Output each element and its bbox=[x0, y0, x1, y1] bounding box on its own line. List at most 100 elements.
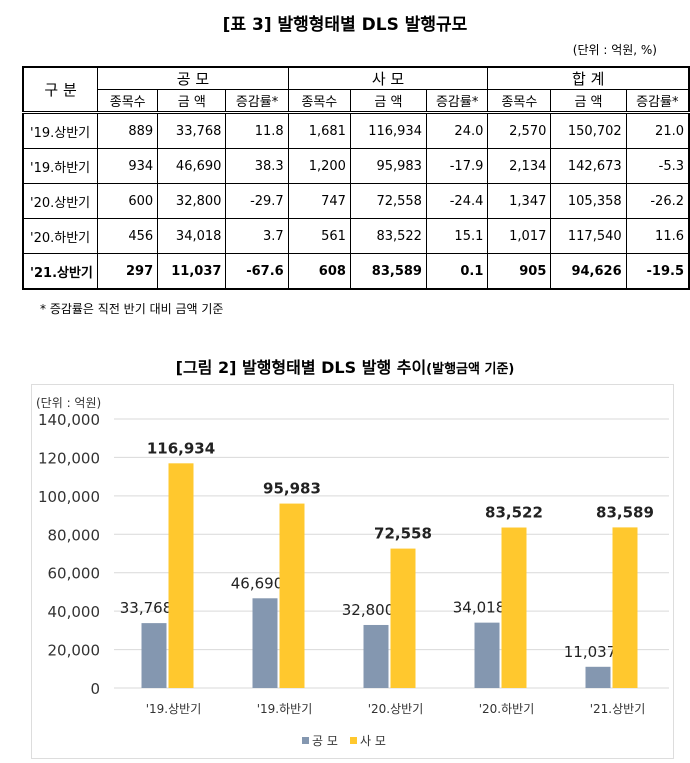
table-note: * 증감률은 직전 반기 대비 금액 기준 bbox=[40, 302, 224, 316]
x-tick-label: '20.상반기 bbox=[368, 702, 424, 716]
bar-private bbox=[390, 548, 416, 688]
cell: 105,358 bbox=[550, 183, 627, 219]
unit-label: (단위 : 억원) bbox=[36, 396, 101, 410]
legend-swatch bbox=[302, 737, 309, 744]
dls-table: 구 분 공 모 사 모 합 계 종목수 금 액 증감률* 종목수 금 액 증감률* 종목수 금… bbox=[22, 66, 690, 290]
group-header: 사 모 bbox=[287, 66, 489, 90]
cell: 32,800 bbox=[157, 183, 227, 219]
cell: -67.6 bbox=[225, 253, 289, 290]
y-tick-label: 120,000 bbox=[38, 449, 100, 467]
cell: 11.8 bbox=[225, 112, 289, 149]
x-tick-label: '19.하반기 bbox=[257, 702, 313, 716]
data-label: 116,934 bbox=[147, 439, 215, 457]
chart: (단위 : 억원) 0 20,000 40,000 60,000 80,000 100,00… bbox=[31, 384, 674, 759]
subheader: 종목수 bbox=[97, 89, 159, 113]
cell: 889 bbox=[97, 112, 159, 149]
row-label: '20.하반기 bbox=[22, 218, 99, 254]
data-label: 95,983 bbox=[263, 480, 321, 498]
cell: 117,540 bbox=[550, 218, 627, 254]
bar-public bbox=[585, 666, 611, 688]
table-row: '19.상반기 889 33,768 11.8 1,681 116,934 24.0 2,57… bbox=[22, 112, 690, 149]
cell: 142,673 bbox=[550, 148, 627, 184]
table-row: '21.상반기 297 11,037 -67.6 608 83,589 0.1 905 94,6… bbox=[22, 253, 690, 290]
figure-title: [그림 2] 발행형태별 DLS 발행 추이(발행금액 기준) bbox=[0, 354, 690, 378]
y-tick-label: 80,000 bbox=[48, 526, 101, 544]
cell: 1,681 bbox=[287, 112, 351, 149]
cell: 747 bbox=[287, 183, 351, 219]
cell: 934 bbox=[97, 148, 159, 184]
cell: 116,934 bbox=[349, 112, 427, 149]
cell: 83,589 bbox=[349, 253, 427, 290]
bar-public bbox=[141, 623, 167, 688]
cell: 600 bbox=[97, 183, 159, 219]
subheader: 금 액 bbox=[349, 89, 427, 113]
cell: 297 bbox=[97, 253, 159, 290]
cell: 15.1 bbox=[425, 218, 489, 254]
cell: 72,558 bbox=[349, 183, 427, 219]
subheader: 증감률* bbox=[625, 89, 690, 113]
row-label: '21.상반기 bbox=[22, 253, 99, 290]
cell: 1,200 bbox=[287, 148, 351, 184]
cell: 608 bbox=[287, 253, 351, 290]
cell: -26.2 bbox=[625, 183, 690, 219]
cell: 2,134 bbox=[487, 148, 552, 184]
x-tick-label: '19.상반기 bbox=[146, 702, 202, 716]
row-label: '19.하반기 bbox=[22, 148, 99, 184]
cell: 21.0 bbox=[625, 112, 690, 149]
legend-label: 공 모 bbox=[312, 734, 338, 748]
legend-swatch bbox=[350, 737, 357, 744]
subheader: 금 액 bbox=[550, 89, 627, 113]
cell: 150,702 bbox=[550, 112, 627, 149]
bar-private bbox=[168, 463, 194, 688]
row-header: 구 분 bbox=[22, 66, 99, 113]
table-row: '20.상반기 600 32,800 -29.7 747 72,558 -24.4 1,347… bbox=[22, 183, 690, 219]
cell: -5.3 bbox=[625, 148, 690, 184]
group-header: 합 계 bbox=[487, 66, 690, 90]
cell: 94,626 bbox=[550, 253, 627, 290]
table-unit: (단위 : 억원, %) bbox=[572, 43, 657, 57]
row-label: '20.상반기 bbox=[22, 183, 99, 219]
cell: 561 bbox=[287, 218, 351, 254]
y-tick-label: 0 bbox=[90, 680, 100, 698]
y-tick-label: 100,000 bbox=[38, 488, 100, 506]
y-tick-label: 140,000 bbox=[38, 411, 100, 429]
bar-private bbox=[501, 527, 527, 688]
group-header: 공 모 bbox=[97, 66, 289, 90]
row-label: '19.상반기 bbox=[22, 112, 99, 149]
cell: 1,347 bbox=[487, 183, 552, 219]
cell: 11.6 bbox=[625, 218, 690, 254]
cell: -24.4 bbox=[425, 183, 489, 219]
data-label: 46,690 bbox=[231, 574, 284, 592]
table-row: '20.하반기 456 34,018 3.7 561 83,522 15.1 1,017 117… bbox=[22, 218, 690, 254]
cell: 95,983 bbox=[349, 148, 427, 184]
legend-label: 사 모 bbox=[360, 734, 386, 748]
y-tick-label: 40,000 bbox=[48, 603, 101, 621]
data-label: 83,589 bbox=[596, 503, 654, 521]
subheader: 종목수 bbox=[287, 89, 351, 113]
x-tick-label: '20.하반기 bbox=[479, 702, 535, 716]
subheader: 증감률* bbox=[425, 89, 489, 113]
cell: -19.5 bbox=[625, 253, 690, 290]
bar-public bbox=[363, 624, 389, 688]
subheader: 금 액 bbox=[157, 89, 227, 113]
data-label: 11,037 bbox=[564, 643, 617, 661]
cell: 905 bbox=[487, 253, 552, 290]
data-label: 32,800 bbox=[342, 601, 395, 619]
y-tick-label: 60,000 bbox=[48, 565, 101, 583]
cell: 456 bbox=[97, 218, 159, 254]
table-row: '19.하반기 934 46,690 38.3 1,200 95,983 -17.9 2,13… bbox=[22, 148, 690, 184]
data-label: 33,768 bbox=[120, 599, 173, 617]
bar-private bbox=[279, 503, 305, 688]
data-label: 34,018 bbox=[453, 599, 506, 617]
cell: -17.9 bbox=[425, 148, 489, 184]
cell: 1,017 bbox=[487, 218, 552, 254]
figure-title-text: [그림 2] 발행형태별 DLS 발행 추이 bbox=[175, 358, 427, 377]
cell: 3.7 bbox=[225, 218, 289, 254]
x-tick-label: '21.상반기 bbox=[590, 702, 646, 716]
cell: 46,690 bbox=[157, 148, 227, 184]
subheader: 종목수 bbox=[487, 89, 552, 113]
bar-chart: (단위 : 억원) 0 20,000 40,000 60,000 80,000 100,00… bbox=[36, 396, 669, 748]
cell: 38.3 bbox=[225, 148, 289, 184]
bar-public bbox=[474, 622, 500, 688]
data-label: 72,558 bbox=[374, 525, 432, 543]
